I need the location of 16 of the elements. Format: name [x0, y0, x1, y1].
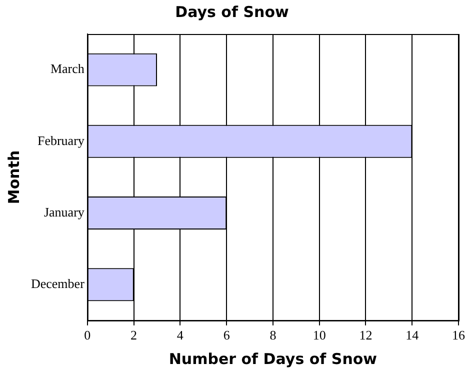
x-axis-title: Number of Days of Snow	[168, 350, 378, 368]
x-tick-label: 10	[312, 328, 326, 343]
chart-title: Days of Snow	[175, 2, 290, 21]
x-tick-label: 8	[270, 328, 276, 343]
x-tick-label: 16	[452, 328, 466, 343]
x-tick-label: 14	[406, 328, 420, 343]
x-tick-label: 0	[84, 328, 91, 343]
x-tick-label: 4	[176, 328, 184, 343]
y-tick-label: March	[50, 61, 85, 76]
x-tick-label: 12	[359, 328, 372, 343]
y-tick-label: December	[30, 276, 86, 292]
y-axis-title: Month	[4, 150, 23, 204]
x-tick-label: 6	[223, 328, 230, 343]
y-tick-label: February	[37, 132, 85, 148]
x-tick-label: 2	[130, 328, 138, 343]
y-tick-label: January	[44, 204, 85, 220]
